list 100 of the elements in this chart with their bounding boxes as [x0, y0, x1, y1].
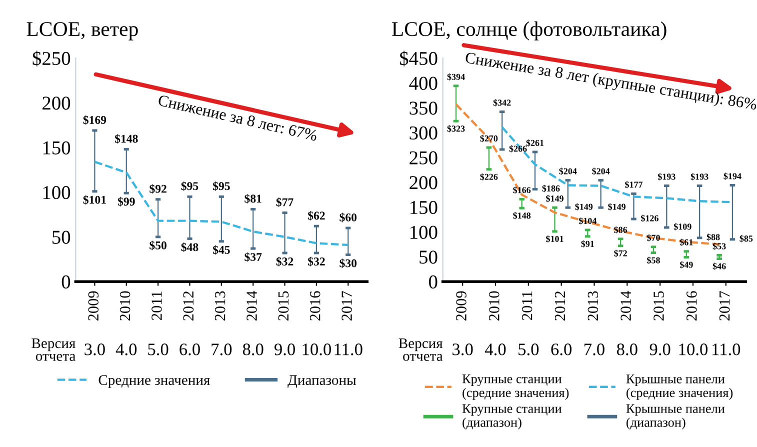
x-tick-label: 2015	[654, 291, 664, 321]
y-tick-label: 100	[410, 226, 438, 239]
x-tick-label: 2013	[588, 291, 598, 321]
chart-title: LCOE, ветер	[26, 22, 138, 40]
annotation: $48	[181, 242, 198, 252]
annotation: $194	[724, 172, 742, 180]
annotation: $32	[308, 256, 325, 266]
annotation: $266	[509, 145, 527, 152]
y-tick-label: 200	[42, 96, 70, 110]
x-tick-label: 2016	[686, 291, 697, 321]
legend-label: Крупные станции (средние значения)	[462, 374, 569, 400]
annotation: $88	[706, 234, 720, 241]
annotation: $62	[308, 210, 325, 220]
annotation: $95	[181, 181, 198, 191]
x-tick-label: 2014	[246, 290, 257, 321]
x-tick-label: 2010	[120, 291, 130, 321]
y-tick-label: 400	[409, 76, 438, 90]
y-tick-label: 300	[410, 126, 438, 140]
annotation: $177	[625, 181, 643, 188]
annotation: $45	[212, 245, 230, 255]
annotation: $37	[244, 252, 262, 262]
annotation: $101	[546, 235, 564, 243]
legend-label: Диапазоны	[288, 375, 356, 388]
x-tick-label: 2017	[719, 291, 730, 321]
x-tick-label: 2012	[554, 291, 566, 321]
text: 11.0	[334, 344, 362, 356]
text: 6.0	[551, 344, 572, 356]
annotation: $169	[83, 115, 106, 125]
x-axis-title: Версия отчета	[32, 338, 76, 361]
y-tick-label: 100	[43, 186, 70, 200]
annotation: $166	[513, 186, 531, 194]
y-tick-label: 350	[410, 102, 438, 115]
text: 5.0	[518, 344, 539, 356]
text: 10.0	[302, 344, 331, 356]
y-tick-label: 50	[52, 230, 70, 244]
annotation: $101	[83, 195, 106, 205]
text: 3.0	[452, 344, 473, 356]
annotation: $104	[578, 217, 597, 225]
annotation: $91	[581, 240, 594, 248]
y-tick-label: 0	[429, 275, 438, 289]
x-tick-label: 2010	[489, 291, 500, 321]
annotation: $226	[480, 173, 498, 180]
text: 10.0	[679, 344, 708, 356]
annotation: $32	[276, 256, 294, 266]
annotation: $109	[674, 223, 692, 230]
annotation: $60	[340, 212, 357, 222]
text: 7.0	[212, 344, 232, 356]
annotation: $204	[559, 168, 577, 175]
annotation: $92	[150, 184, 166, 194]
annotation: $126	[641, 214, 658, 222]
annotation: $193	[658, 173, 676, 180]
annotation: $46	[712, 262, 726, 270]
annotation: $149	[608, 203, 626, 210]
text: 5.0	[148, 344, 168, 356]
x-tick-label: 2011	[152, 292, 162, 320]
annotation: $148	[115, 134, 138, 144]
y-tick-label: 150	[410, 200, 438, 214]
x-tick-label: 2009	[456, 291, 466, 321]
legend-label: Средние значения	[98, 375, 210, 388]
text: 7.0	[584, 344, 604, 356]
text: 8.0	[616, 344, 638, 356]
annotation: $342	[493, 99, 511, 106]
y-tick-label: 0	[62, 275, 70, 289]
annotation: $204	[592, 168, 610, 175]
text: 4.0	[484, 344, 506, 356]
annotation: $323	[447, 125, 465, 132]
x-tick-label: 2012	[183, 291, 194, 321]
x-tick-label: 2009	[88, 291, 99, 321]
annotation: $193	[690, 173, 708, 180]
annotation: $53	[712, 242, 726, 250]
text: 8.0	[242, 344, 264, 356]
chart-title: LCOE, солнце (фотовольтаика)	[392, 21, 666, 40]
y-tick-label: $250	[32, 50, 70, 66]
x-tick-label: 2014	[620, 290, 631, 321]
annotation: Снижение за 8 лет: 67%	[158, 94, 318, 142]
x-tick-label: 2017	[342, 291, 352, 321]
annotation: $394	[447, 73, 465, 81]
text: 9.0	[274, 344, 295, 356]
y-tick-label: 250	[410, 151, 438, 164]
legend-label: Крышные панели (диапазон)	[626, 404, 725, 430]
annotation: $186	[542, 184, 560, 192]
legend-label: Крупные станции (диапазон)	[462, 404, 562, 430]
annotation: $50	[150, 240, 166, 250]
annotation: $81	[244, 194, 262, 204]
x-tick-label: 2011	[522, 292, 532, 320]
text: 9.0	[650, 344, 670, 356]
x-axis-title: Версия отчета	[398, 338, 443, 361]
text: 4.0	[116, 344, 137, 356]
y-tick-label: 200	[410, 176, 438, 190]
x-tick-label: 2013	[214, 291, 226, 321]
annotation: $149	[546, 194, 564, 202]
y-tick-label: 150	[43, 141, 70, 154]
legend-label: Крышные панели (средние значения)	[626, 374, 733, 400]
annotation: $30	[340, 258, 357, 268]
annotation: $77	[276, 198, 294, 207]
annotation: $261	[526, 139, 544, 147]
x-tick-label: 2016	[310, 291, 320, 321]
annotation: $95	[212, 181, 230, 191]
text: 11.0	[712, 344, 740, 356]
annotation: $58	[647, 256, 660, 264]
